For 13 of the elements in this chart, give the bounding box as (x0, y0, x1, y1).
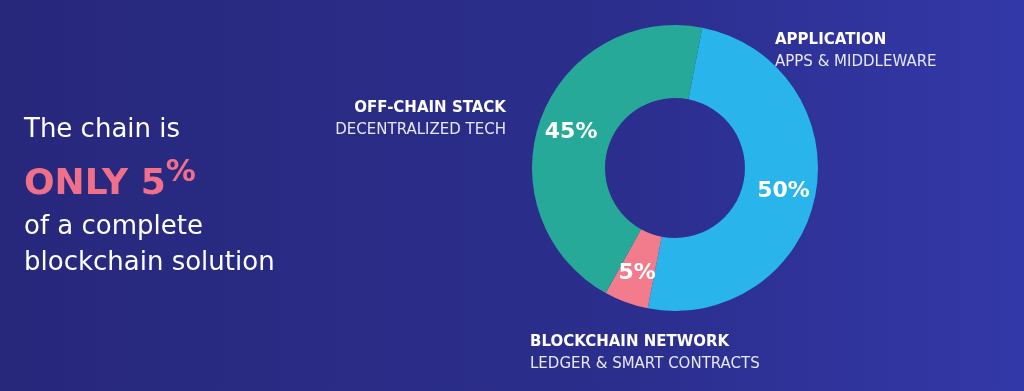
text: DECENTRALIZED TECH (335, 120, 506, 138)
donut-slice (532, 25, 703, 294)
slice-label: APPLICATION (775, 30, 887, 48)
data-label: 50% (757, 176, 810, 202)
slice-label: BLOCKCHAIN NETWORK (530, 332, 730, 350)
text: APPS & MIDDLEWARE (775, 52, 937, 70)
data-label: 45% (544, 117, 598, 143)
text: of a complete blockchain solution (24, 210, 275, 276)
slice-label: OFF-CHAIN STACK (354, 98, 506, 116)
text: The chain is (24, 113, 181, 143)
text: LEDGER & SMART CONTRACTS (530, 354, 760, 372)
text: ONLY 5$^{%}$ (24, 153, 196, 202)
data-label: 5% (618, 259, 656, 285)
